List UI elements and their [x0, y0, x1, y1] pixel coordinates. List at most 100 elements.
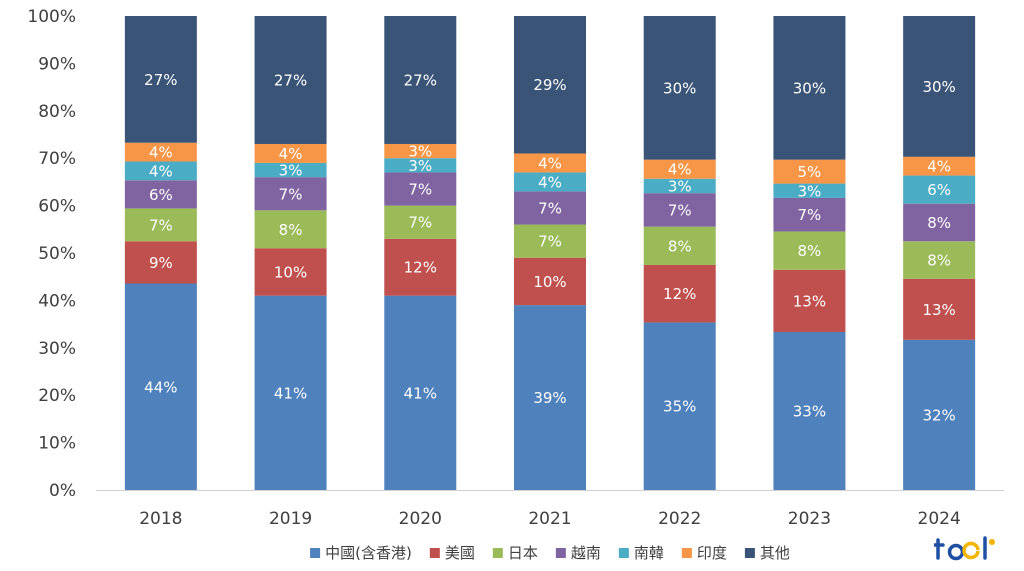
- bar-segment: [384, 295, 457, 490]
- bar-value-label: 29%: [533, 76, 566, 94]
- bar-segment: [514, 305, 586, 490]
- legend-item: 南韓: [618, 544, 664, 562]
- bar-value-label: 3%: [668, 177, 692, 195]
- bar-value-label: 32%: [922, 406, 955, 424]
- bar-segment: [773, 197, 846, 232]
- bar-value-label: 5%: [798, 163, 822, 181]
- bar-segment: [773, 269, 846, 332]
- y-axis: 0% 10% 20% 30% 40% 50% 60% 70% 80% 90% 100%: [27, 7, 76, 501]
- bar-stack: 41% 10% 8% 7% 3%4% 27%: [254, 16, 327, 490]
- x-tick-label: 2022: [658, 509, 701, 529]
- legend-swatch: [429, 548, 440, 558]
- y-tick-label: 70%: [38, 149, 76, 169]
- bar-value-label: 3%: [279, 162, 303, 180]
- bar-segment: [773, 332, 846, 490]
- bar-segment: [254, 210, 327, 249]
- bar-segment: [903, 241, 976, 279]
- bar-stack: 39% 10% 7% 7% 4%4% 29%: [514, 16, 586, 490]
- legend-label: 其他: [760, 544, 790, 562]
- x-tick-label: 2019: [269, 509, 312, 529]
- bar-value-label: 4%: [149, 144, 173, 162]
- bar-value-label: 30%: [922, 78, 955, 96]
- legend-item: 美國: [429, 544, 475, 562]
- legend-item: 日本: [492, 544, 538, 562]
- bar-segment: [643, 159, 716, 179]
- bar-segment: [124, 180, 197, 209]
- bar-value-label: 10%: [533, 273, 566, 291]
- legend-label: 美國: [445, 544, 475, 562]
- bar-stack: 32% 13% 8% 8% 6% 4% 30%: [903, 16, 976, 490]
- x-tick-label: 2020: [399, 509, 442, 529]
- bar-value-label: 8%: [927, 214, 951, 232]
- bar-segment: [254, 295, 327, 490]
- legend-swatch: [555, 548, 566, 558]
- bar-segment: [254, 143, 327, 163]
- bar-segment: [643, 16, 716, 160]
- bar-segment: [643, 226, 716, 265]
- bar-value-label: 4%: [668, 161, 692, 179]
- bar-segment: [514, 153, 586, 173]
- brand-logo: [934, 536, 995, 561]
- bar-value-label: 7%: [668, 201, 692, 219]
- x-tick-label: 2023: [788, 509, 831, 529]
- y-tick-label: 100%: [27, 7, 76, 27]
- bar-segment: [903, 339, 976, 490]
- bar-value-label: 30%: [793, 79, 826, 97]
- bar-value-label: 7%: [538, 199, 562, 217]
- legend: 中國(含香港) 美國 日本 越南 南韓 印度 其他: [310, 544, 790, 562]
- bar-segment: [773, 16, 846, 160]
- bar-stack: 35% 12% 8% 7% 3%4% 30%: [643, 16, 716, 490]
- legend-item: 其他: [744, 544, 790, 562]
- bar-value-label: 7%: [149, 216, 173, 234]
- bar-value-label: 4%: [538, 154, 562, 172]
- bar-stack: 41% 12% 7% 7% 3%3% 27%: [384, 16, 457, 490]
- bar-segment: [514, 172, 586, 192]
- bar-value-label: 10%: [274, 263, 307, 281]
- bar-segment: [124, 283, 197, 490]
- bar-segment: [254, 177, 327, 211]
- bar-segment: [124, 16, 197, 143]
- y-tick-label: 90%: [38, 54, 76, 74]
- bar-value-label: 8%: [668, 237, 692, 255]
- y-tick-label: 60%: [38, 197, 76, 217]
- bar-value-label: 39%: [533, 389, 566, 407]
- bar-segment: [514, 191, 586, 225]
- legend-label: 日本: [508, 544, 538, 562]
- bar-segment: [384, 158, 457, 173]
- bars: 44%9%7%6%4%4%27%41%10%8%7%3%4%27%41%12%7…: [124, 16, 976, 490]
- x-tick-label: 2018: [139, 509, 182, 529]
- legend-label: 越南: [571, 544, 601, 562]
- y-tick-label: 40%: [38, 291, 76, 311]
- bar-segment: [384, 143, 457, 159]
- legend-swatch: [618, 548, 629, 558]
- bar-value-label: 27%: [274, 71, 307, 89]
- bar-segment: [384, 172, 457, 206]
- bar-segment: [514, 16, 586, 154]
- bar-value-label: 3%: [408, 157, 432, 175]
- bar-value-label: 4%: [149, 162, 173, 180]
- bar-segment: [124, 142, 197, 162]
- bar-value-label: 30%: [663, 79, 696, 97]
- y-tick-label: 80%: [38, 102, 76, 122]
- legend-swatch: [492, 548, 503, 558]
- bar-segment: [773, 231, 846, 270]
- bar-segment: [773, 183, 846, 198]
- bar-segment: [254, 248, 327, 296]
- bar-segment: [903, 156, 976, 176]
- bar-segment: [514, 257, 586, 306]
- bar-value-label: 12%: [404, 259, 437, 277]
- y-tick-label: 20%: [38, 386, 76, 406]
- bar-stack: 44% 9% 7% 6% 4%4% 27%: [124, 16, 197, 490]
- bar-value-label: 4%: [538, 173, 562, 191]
- bar-segment: [124, 241, 197, 284]
- bar-value-label: 3%: [798, 182, 822, 200]
- y-tick-label: 30%: [38, 339, 76, 359]
- bar-value-label: 35%: [663, 398, 696, 416]
- bar-segment: [643, 193, 716, 227]
- bar-segment: [254, 16, 327, 144]
- bar-value-label: 7%: [279, 185, 303, 203]
- bar-value-label: 7%: [538, 233, 562, 251]
- y-tick-label: 50%: [38, 244, 76, 264]
- legend-item: 印度: [681, 544, 727, 562]
